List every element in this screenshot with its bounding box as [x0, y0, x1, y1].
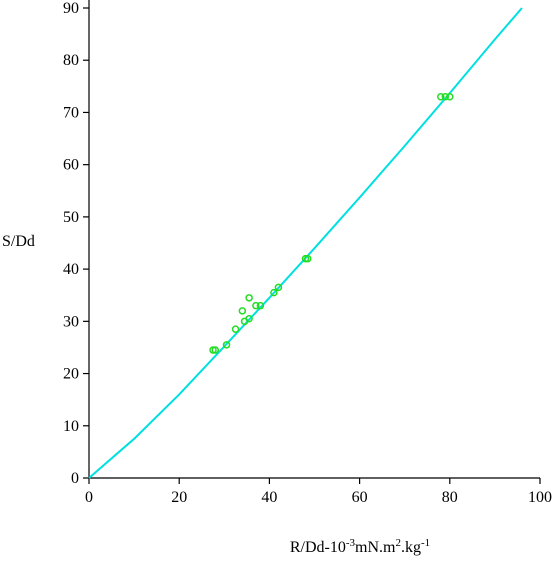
x-tick-label: 100	[528, 489, 552, 506]
data-point	[209, 346, 217, 354]
y-tick-label: 70	[63, 104, 79, 121]
x-tick-label: 0	[85, 489, 93, 506]
data-point	[303, 254, 312, 263]
x-axis-label-part: -3	[346, 537, 356, 549]
data-point	[446, 93, 454, 101]
x-axis-label-part: R/Dd-10	[290, 539, 346, 556]
data-point	[437, 93, 445, 101]
x-axis-label-part: -1	[421, 537, 430, 549]
y-tick-label: 0	[71, 470, 79, 487]
y-tick-label: 80	[63, 52, 79, 69]
data-point	[231, 325, 240, 333]
data-point	[245, 294, 253, 302]
y-tick-label: 40	[63, 261, 79, 278]
y-tick-label: 30	[63, 313, 79, 330]
x-axis-label-part: .kg	[401, 539, 421, 556]
x-axis-label-part: 2	[395, 537, 401, 549]
y-axis-label: S/Dd	[2, 233, 35, 250]
data-point	[256, 301, 265, 310]
data-point	[301, 254, 310, 263]
data-point	[274, 283, 283, 292]
y-tick-label: 50	[63, 209, 79, 226]
data-point	[252, 301, 260, 310]
data-point	[238, 307, 247, 315]
x-tick-label: 60	[352, 489, 368, 506]
data-point	[270, 288, 278, 297]
y-tick-label: 20	[63, 366, 79, 383]
y-tick-label: 10	[63, 418, 79, 435]
x-tick-label: 40	[261, 489, 277, 506]
y-tick-label: 90	[63, 0, 79, 17]
data-point	[211, 346, 220, 354]
x-tick-label: 20	[171, 489, 187, 506]
x-tick-label: 80	[442, 489, 458, 506]
x-axis-label: R/Dd-10-3mN.m2.kg-1	[290, 537, 430, 556]
data-point	[441, 93, 450, 101]
fit-curve	[88, 7, 523, 479]
y-tick-label: 60	[63, 157, 79, 174]
data-point	[222, 341, 231, 349]
data-point	[245, 314, 253, 323]
x-axis-label-part: mN.m	[355, 539, 396, 556]
